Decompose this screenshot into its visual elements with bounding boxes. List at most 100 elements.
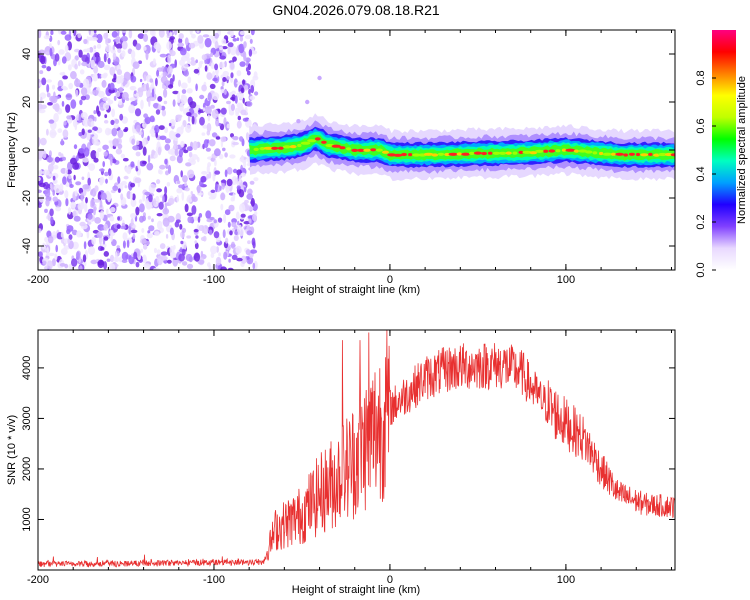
- noise-cell: [210, 245, 218, 255]
- noise-cell: [38, 251, 43, 258]
- noise-cell: [110, 119, 115, 126]
- noise-cell: [202, 225, 209, 235]
- noise-cell: [67, 64, 72, 71]
- meteor-echo-point: [317, 75, 322, 81]
- noise-cell: [128, 225, 131, 235]
- noise-cell: [221, 46, 228, 50]
- noise-cell: [38, 170, 43, 175]
- noise-cell: [124, 127, 129, 132]
- noise-cell: [110, 233, 113, 242]
- noise-cell: [82, 157, 89, 163]
- meteor-echo-point: [305, 99, 310, 105]
- noise-cell: [245, 249, 251, 256]
- noise-cell: [143, 263, 151, 269]
- noise-cell: [75, 154, 79, 162]
- noise-cell: [220, 203, 224, 211]
- noise-cell: [186, 235, 192, 239]
- noise-cell: [96, 231, 103, 239]
- noise-cell: [66, 225, 74, 232]
- signal-core: [339, 146, 346, 150]
- noise-cell: [103, 223, 108, 231]
- noise-cell: [232, 141, 239, 146]
- snr-axes: -200 -100 0 100 1000 2000 3000 4000: [21, 330, 675, 586]
- noise-cell: [153, 41, 161, 50]
- noise-cell: [244, 199, 249, 204]
- noise-cell: [230, 103, 235, 111]
- noise-cell: [101, 79, 107, 88]
- noise-cell: [141, 30, 149, 33]
- signal-core: [370, 148, 377, 152]
- noise-cell: [98, 90, 105, 98]
- noise-cell: [48, 173, 55, 177]
- noise-cell: [161, 255, 168, 261]
- spectrogram-cells: [38, 30, 675, 270]
- noise-cell: [55, 244, 58, 253]
- spectrogram-ytick-label: -20: [21, 190, 33, 206]
- noise-cell: [168, 84, 174, 89]
- noise-cell: [120, 193, 124, 201]
- noise-cell: [93, 199, 101, 203]
- noise-cell: [172, 99, 176, 107]
- noise-cell: [67, 207, 72, 215]
- noise-cell: [136, 140, 140, 146]
- noise-cell: [154, 231, 160, 237]
- noise-cell: [218, 61, 225, 69]
- noise-cell: [93, 208, 96, 216]
- noise-cell: [83, 38, 88, 45]
- noise-cell: [191, 115, 195, 125]
- noise-cell: [186, 146, 193, 152]
- noise-cell: [209, 35, 213, 40]
- noise-cell: [111, 158, 117, 164]
- noise-cell: [91, 136, 98, 145]
- noise-cell: [155, 195, 160, 204]
- noise-cell: [93, 65, 99, 74]
- noise-cell: [239, 61, 246, 67]
- noise-cell: [119, 74, 124, 84]
- noise-cell: [190, 57, 195, 61]
- signal-core: [331, 144, 341, 148]
- noise-cell: [188, 151, 193, 158]
- noise-cell: [210, 104, 215, 109]
- noise-cell: [106, 258, 111, 262]
- noise-cell: [206, 122, 212, 133]
- signal-core: [253, 147, 259, 151]
- noise-cell: [151, 149, 156, 156]
- signal-core: [555, 149, 561, 153]
- noise-cell: [181, 94, 185, 99]
- noise-cell: [219, 153, 224, 160]
- noise-cell: [173, 30, 178, 36]
- spectrogram-marks: [38, 30, 675, 270]
- noise-cell: [38, 182, 46, 188]
- snr-xtick-label: 0: [387, 574, 393, 586]
- noise-cell: [130, 86, 135, 91]
- noise-cell: [240, 172, 246, 177]
- noise-cell: [159, 53, 167, 58]
- signal-core: [512, 151, 518, 155]
- noise-cell: [44, 236, 49, 243]
- noise-cell: [82, 254, 87, 263]
- noise-cell: [239, 136, 244, 142]
- noise-cell: [116, 245, 120, 249]
- noise-cell: [146, 82, 149, 91]
- noise-cell: [214, 63, 219, 71]
- noise-cell: [243, 221, 251, 225]
- signal-core: [561, 148, 567, 152]
- noise-cell: [135, 206, 140, 216]
- noise-cell: [253, 177, 259, 182]
- noise-cell: [225, 237, 229, 244]
- spectrogram-xtick-label: -100: [203, 274, 225, 286]
- noise-cell: [128, 30, 133, 39]
- spectrogram-ytick-label: -40: [21, 238, 33, 254]
- noise-cell: [137, 33, 145, 39]
- noise-cell: [168, 122, 172, 127]
- noise-cell: [148, 194, 153, 203]
- noise-cell: [208, 171, 212, 179]
- noise-cell: [204, 65, 208, 72]
- noise-cell: [167, 259, 172, 264]
- noise-cell: [88, 30, 91, 36]
- noise-cell: [97, 259, 105, 269]
- noise-cell: [226, 123, 230, 129]
- noise-cell: [50, 216, 54, 225]
- noise-cell: [52, 196, 58, 202]
